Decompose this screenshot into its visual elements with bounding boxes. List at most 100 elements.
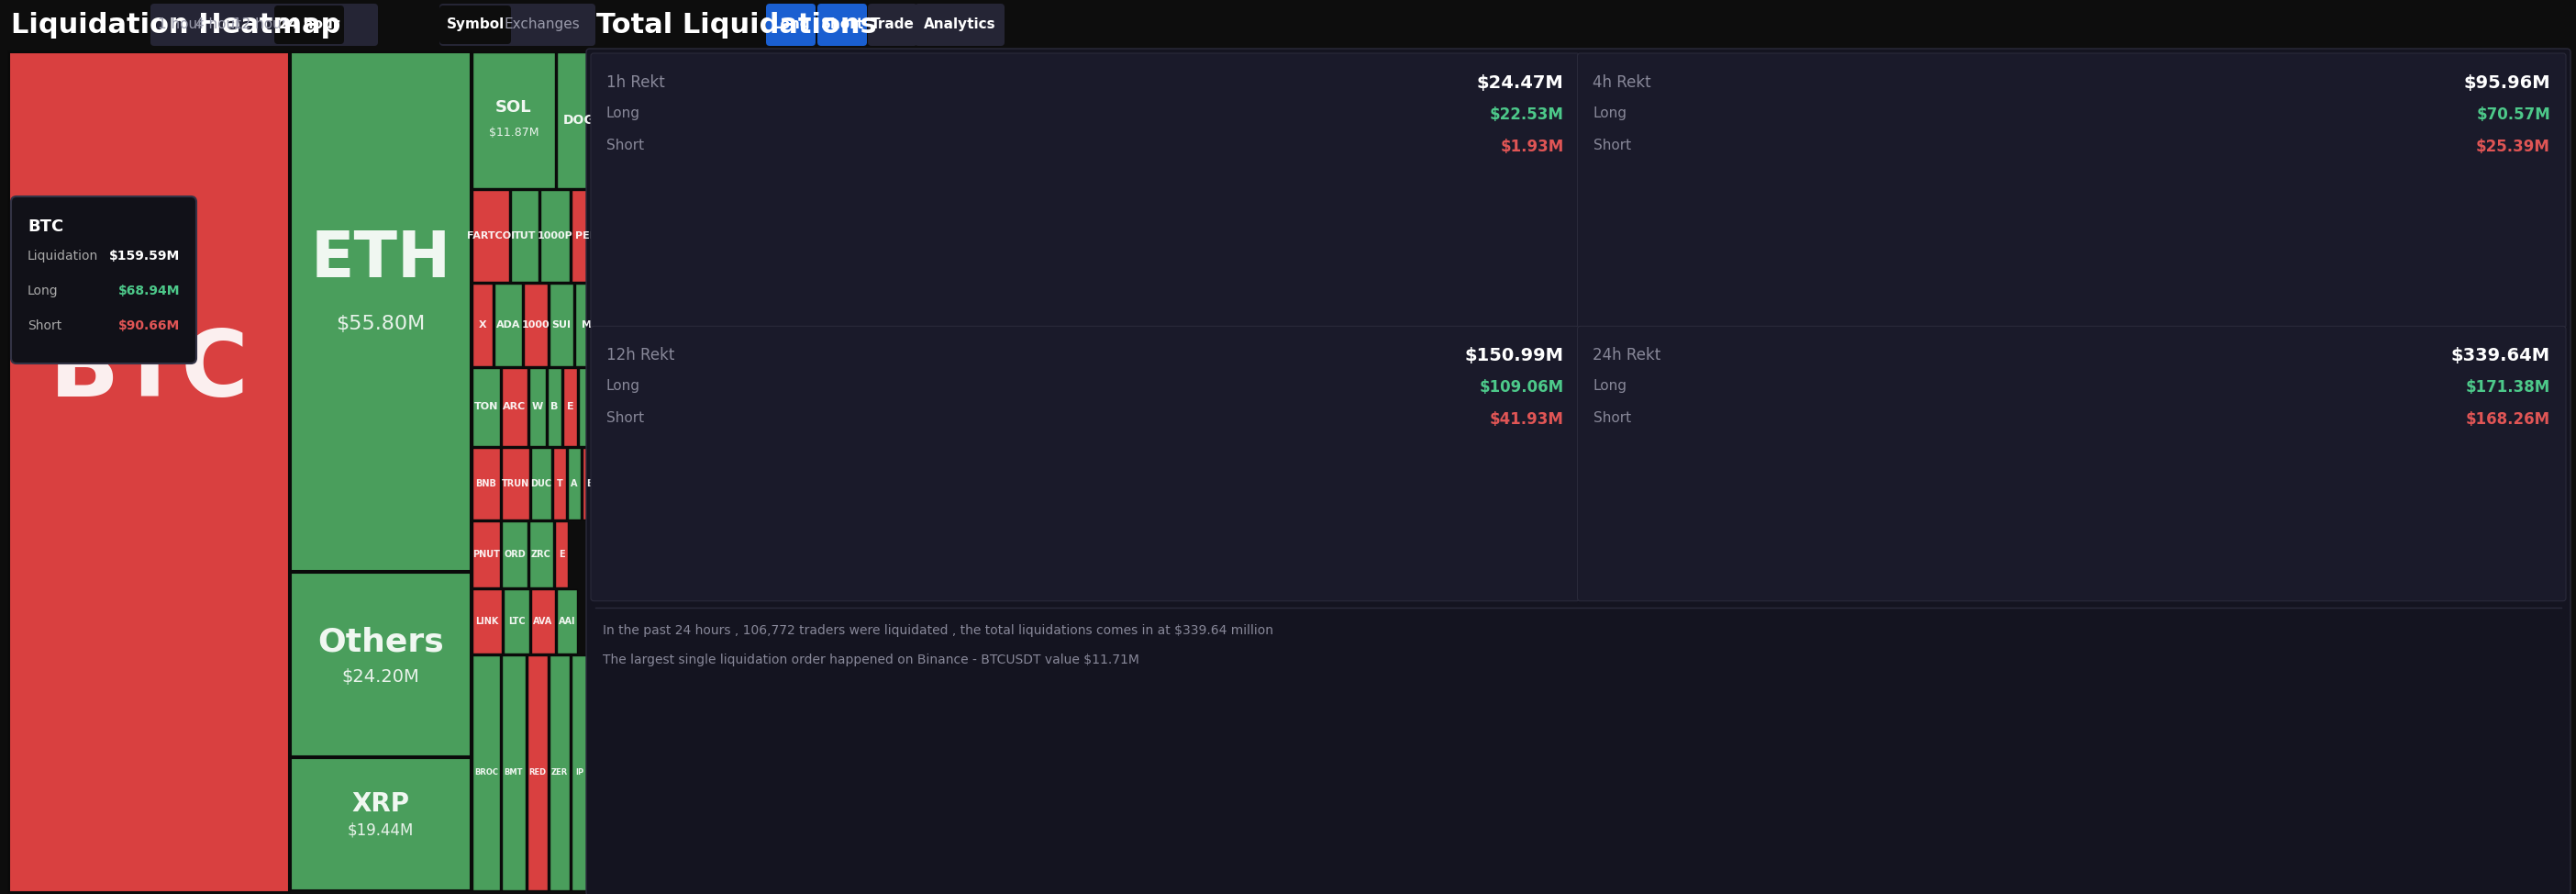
- Text: BTC: BTC: [28, 218, 64, 235]
- Text: AVA: AVA: [533, 617, 554, 626]
- Bar: [502, 448, 528, 519]
- FancyBboxPatch shape: [440, 5, 510, 44]
- Text: DUC: DUC: [531, 479, 551, 488]
- Text: Liquidation: Liquidation: [28, 249, 98, 263]
- Text: $339.64M: $339.64M: [2452, 347, 2550, 365]
- Text: E: E: [585, 479, 592, 488]
- Text: W: W: [533, 402, 544, 411]
- Bar: [471, 448, 500, 519]
- Text: T: T: [556, 479, 562, 488]
- Text: LINK: LINK: [477, 617, 500, 626]
- Text: Short: Short: [822, 18, 863, 31]
- Text: AAI: AAI: [559, 617, 574, 626]
- Text: MUI: MUI: [582, 320, 603, 330]
- Text: Short: Short: [605, 411, 644, 426]
- Text: 24 hour: 24 hour: [278, 18, 340, 31]
- Text: In the past 24 hours , 106,772 traders were liquidated , the total liquidations : In the past 24 hours , 106,772 traders w…: [603, 624, 1273, 637]
- Text: Symbol: Symbol: [446, 18, 505, 31]
- Bar: [291, 573, 471, 756]
- Bar: [549, 368, 562, 446]
- Text: The largest single liquidation order happened on Binance - BTCUSDT value $11.71M: The largest single liquidation order hap…: [603, 654, 1139, 666]
- Text: 1h Rekt: 1h Rekt: [605, 74, 665, 91]
- Text: Total Liquidations: Total Liquidations: [595, 12, 876, 38]
- Text: 24h Rekt: 24h Rekt: [1592, 347, 1662, 364]
- FancyBboxPatch shape: [590, 326, 1579, 601]
- Text: $19.44M: $19.44M: [348, 822, 415, 839]
- Text: DOGE: DOGE: [564, 114, 603, 127]
- Text: ARC: ARC: [502, 402, 526, 411]
- Bar: [510, 190, 538, 282]
- Text: $25.39M: $25.39M: [2476, 139, 2550, 156]
- Bar: [531, 448, 551, 519]
- Text: AUCTI: AUCTI: [613, 114, 657, 127]
- Bar: [541, 190, 569, 282]
- Text: $168.26M: $168.26M: [2465, 411, 2550, 428]
- Text: ZER: ZER: [551, 769, 567, 777]
- Bar: [564, 368, 577, 446]
- Text: Long: Long: [1592, 106, 1628, 120]
- Bar: [572, 190, 608, 282]
- Bar: [549, 283, 574, 367]
- Text: 12h Rekt: 12h Rekt: [605, 347, 675, 364]
- FancyBboxPatch shape: [440, 4, 595, 46]
- Text: BMT: BMT: [505, 769, 523, 777]
- Text: U: U: [590, 402, 600, 411]
- Text: Analytics: Analytics: [925, 18, 997, 31]
- Bar: [556, 53, 611, 188]
- Text: Short: Short: [605, 139, 644, 152]
- Text: Trade: Trade: [871, 18, 914, 31]
- Bar: [528, 368, 546, 446]
- Bar: [502, 655, 526, 890]
- Text: E: E: [567, 402, 574, 411]
- Text: $109.06M: $109.06M: [1479, 379, 1564, 396]
- Bar: [10, 53, 289, 892]
- Text: $24.20M: $24.20M: [343, 669, 420, 686]
- Bar: [554, 448, 567, 519]
- Text: Short: Short: [1592, 139, 1631, 152]
- Bar: [471, 53, 554, 188]
- Bar: [471, 655, 500, 890]
- Text: $159.59M: $159.59M: [108, 249, 180, 263]
- FancyBboxPatch shape: [868, 4, 917, 46]
- Text: $68.94M: $68.94M: [118, 284, 180, 298]
- FancyBboxPatch shape: [1577, 54, 2566, 328]
- Text: X: X: [479, 320, 487, 330]
- Bar: [0, 0, 2576, 50]
- Text: $90.66M: $90.66M: [118, 319, 180, 333]
- Text: PNUT: PNUT: [471, 550, 500, 559]
- Text: 1 hour: 1 hour: [157, 18, 204, 31]
- Text: A: A: [572, 479, 577, 488]
- Text: 4h Rekt: 4h Rekt: [1592, 74, 1651, 91]
- FancyBboxPatch shape: [817, 4, 868, 46]
- Text: RED: RED: [528, 769, 546, 777]
- Text: $41.93M: $41.93M: [1489, 411, 1564, 428]
- Bar: [495, 283, 523, 367]
- Text: 1000: 1000: [523, 320, 549, 330]
- Text: Exchanges: Exchanges: [505, 18, 580, 31]
- Bar: [502, 368, 528, 446]
- Bar: [471, 521, 500, 587]
- Bar: [556, 589, 577, 654]
- Text: $11.87M: $11.87M: [489, 127, 538, 139]
- Text: N: N: [600, 479, 608, 488]
- Bar: [471, 589, 502, 654]
- Text: 12 hour: 12 hour: [234, 18, 289, 31]
- Text: TRUN: TRUN: [502, 479, 531, 488]
- Text: Long: Long: [605, 379, 641, 393]
- Text: ETH: ETH: [312, 229, 451, 291]
- Text: TUT: TUT: [513, 232, 536, 240]
- Text: Long: Long: [28, 284, 59, 298]
- FancyBboxPatch shape: [149, 4, 379, 46]
- FancyBboxPatch shape: [1577, 326, 2566, 601]
- Bar: [598, 448, 613, 519]
- Bar: [528, 655, 549, 890]
- Text: $55.80M: $55.80M: [335, 315, 425, 333]
- Text: Liquidation Heatmap: Liquidation Heatmap: [10, 12, 340, 38]
- Text: Short: Short: [1592, 411, 1631, 426]
- Text: BROC: BROC: [474, 769, 497, 777]
- Text: Long: Long: [1592, 379, 1628, 393]
- Text: $24.47M: $24.47M: [1476, 74, 1564, 92]
- Text: BNB: BNB: [477, 479, 497, 488]
- Text: E: E: [559, 550, 564, 559]
- Bar: [531, 589, 554, 654]
